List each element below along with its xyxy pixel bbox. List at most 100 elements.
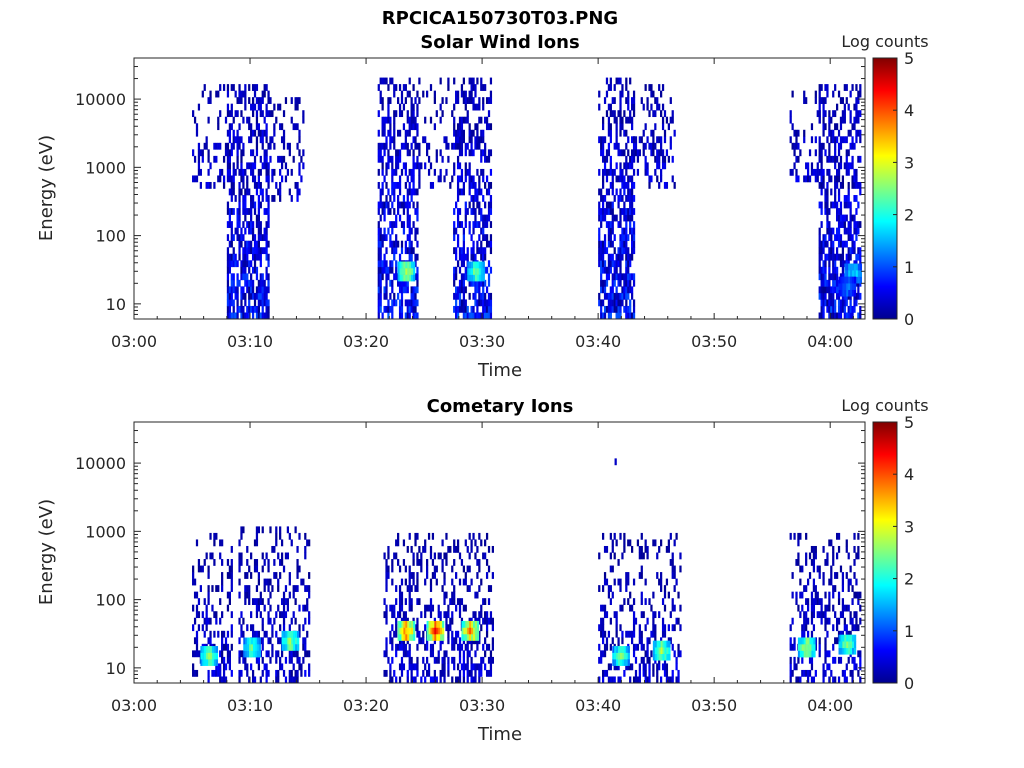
heatmap-cell [273, 129, 276, 137]
heatmap-cell [806, 162, 810, 170]
heatmap-cell [625, 234, 628, 242]
heatmap-cell [279, 637, 282, 645]
heatmap-cell [261, 247, 264, 255]
heatmap-cell [824, 240, 827, 248]
heatmap-cell [296, 656, 299, 664]
heatmap-cell [482, 84, 485, 91]
heatmap-cell [255, 240, 259, 248]
heatmap-cell [468, 129, 471, 137]
heatmap-cell [818, 611, 821, 619]
heatmap-cell [601, 604, 605, 612]
heatmap-cell [818, 181, 821, 189]
heatmap-cell [242, 181, 245, 189]
hotspot-cell [202, 652, 205, 660]
heatmap-cell [404, 142, 407, 150]
hotspot-cell [853, 270, 857, 277]
heatmap-cell [601, 208, 605, 215]
heatmap-cell [474, 591, 477, 599]
heatmap-cell [629, 110, 632, 118]
heatmap-cell [464, 168, 467, 176]
heatmap-cell [236, 136, 239, 144]
hotspot-cell [844, 647, 847, 655]
heatmap-cell [381, 77, 384, 85]
heatmap-cell [839, 155, 843, 163]
heatmap-cell [269, 136, 272, 144]
heatmap-cell [644, 598, 647, 605]
heatmap-cell [248, 227, 251, 235]
heatmap-cell [429, 162, 433, 170]
heatmap-cell [847, 168, 850, 176]
heatmap-cell [280, 598, 284, 605]
heatmap-cell [236, 214, 239, 222]
heatmap-cell [832, 201, 835, 209]
hotspot-cell [838, 283, 841, 290]
heatmap-cell [607, 266, 611, 274]
heatmap-cell [377, 201, 380, 209]
heatmap-cell [841, 305, 845, 313]
heatmap-cell [381, 168, 384, 176]
hotspot-cell [844, 641, 847, 649]
heatmap-cell [476, 247, 479, 255]
heatmap-cell [468, 149, 471, 157]
heatmap-cell [627, 578, 630, 586]
heatmap-cell [837, 195, 841, 202]
heatmap-cell [460, 598, 464, 605]
heatmap-cell [820, 240, 823, 248]
heatmap-cell [458, 253, 462, 261]
heatmap-cell [251, 247, 255, 255]
heatmap-cell [631, 227, 634, 235]
heatmap-cell [828, 663, 831, 671]
heatmap-cell [424, 676, 427, 683]
heatmap-cell [485, 175, 489, 183]
heatmap-cell [263, 299, 266, 307]
hotspot-cell [436, 620, 439, 628]
heatmap-cell [487, 155, 491, 163]
heatmap-cell [230, 240, 233, 248]
heatmap-cell [424, 611, 427, 619]
heatmap-cell [391, 77, 394, 85]
hotspot-cell [213, 646, 217, 653]
heatmap-cell [389, 663, 392, 671]
heatmap-cell [255, 611, 259, 619]
heatmap-cell [393, 84, 396, 91]
heatmap-cell [253, 598, 257, 605]
heatmap-cell [441, 565, 444, 573]
heatmap-cell [832, 110, 835, 118]
heatmap-cell [632, 208, 636, 215]
heatmap-cell [224, 116, 228, 124]
heatmap-cell [485, 123, 489, 131]
heatmap-cell [609, 103, 612, 111]
heatmap-cell [832, 155, 835, 163]
heatmap-cell [859, 155, 862, 163]
heatmap-cell [244, 591, 247, 599]
heatmap-cell [251, 279, 255, 287]
heatmap-cell [661, 663, 665, 671]
heatmap-cell [464, 286, 467, 294]
hotspot-cell [809, 650, 812, 658]
heatmap-cell [859, 110, 862, 118]
heatmap-cell [625, 116, 628, 124]
heatmap-cell [834, 201, 837, 209]
heatmap-cell [246, 247, 249, 255]
heatmap-cell [242, 305, 245, 313]
hotspot-cell [848, 270, 851, 277]
heatmap-cell [855, 617, 858, 625]
heatmap-cell [814, 149, 817, 157]
heatmap-cell [835, 214, 839, 222]
heatmap-cell [292, 123, 295, 131]
heatmap-cell [455, 630, 458, 638]
heatmap-cell [826, 201, 829, 209]
hotspot-cell [409, 268, 412, 275]
heatmap-cell [416, 273, 419, 281]
heatmap-cell [456, 663, 460, 671]
heatmap-cell [484, 617, 487, 625]
heatmap-cell [462, 247, 465, 255]
heatmap-cell [410, 545, 413, 553]
heatmap-cell [613, 260, 616, 268]
heatmap-cell [638, 572, 641, 579]
heatmap-cell [250, 240, 253, 248]
heatmap-cell [822, 103, 825, 111]
heatmap-cell [605, 77, 609, 85]
heatmap-cell [226, 90, 230, 98]
heatmap-cell [820, 181, 823, 189]
